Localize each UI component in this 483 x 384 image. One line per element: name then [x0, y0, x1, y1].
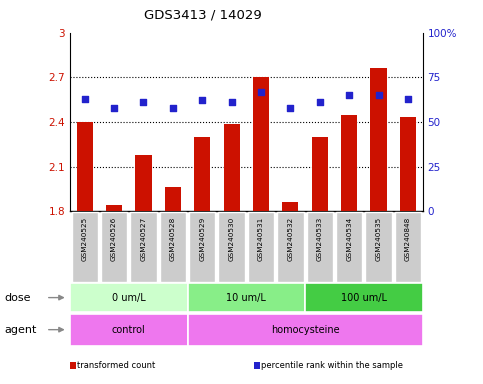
FancyBboxPatch shape: [130, 212, 156, 281]
Bar: [341, 115, 357, 211]
Point: [228, 99, 236, 105]
FancyBboxPatch shape: [395, 212, 421, 281]
Point: [110, 104, 118, 111]
Point: [375, 92, 383, 98]
FancyBboxPatch shape: [160, 212, 186, 281]
Point: [257, 88, 265, 94]
FancyBboxPatch shape: [305, 283, 423, 312]
Bar: [194, 137, 210, 211]
Bar: [77, 122, 93, 211]
Point: [345, 92, 353, 98]
Point: [169, 104, 177, 111]
Point: [316, 99, 324, 105]
Text: GSM240531: GSM240531: [258, 217, 264, 261]
Point: [404, 96, 412, 102]
Text: GSM240532: GSM240532: [287, 217, 293, 261]
Bar: [253, 76, 269, 211]
Bar: [400, 118, 416, 211]
Bar: [165, 187, 181, 211]
Point: [199, 98, 206, 104]
FancyBboxPatch shape: [71, 212, 98, 281]
Bar: [224, 124, 240, 211]
Text: GSM240528: GSM240528: [170, 217, 176, 261]
Bar: [370, 68, 386, 211]
FancyBboxPatch shape: [248, 212, 274, 281]
Text: agent: agent: [5, 324, 37, 335]
Bar: [312, 137, 328, 211]
Point: [286, 104, 294, 111]
FancyBboxPatch shape: [307, 212, 333, 281]
FancyBboxPatch shape: [187, 283, 305, 312]
Text: GSM240533: GSM240533: [317, 217, 323, 261]
Bar: [106, 205, 122, 211]
FancyBboxPatch shape: [189, 212, 215, 281]
FancyBboxPatch shape: [187, 314, 423, 346]
Text: GSM240527: GSM240527: [141, 217, 146, 261]
Text: GSM240525: GSM240525: [82, 217, 88, 261]
FancyBboxPatch shape: [336, 212, 362, 281]
Point: [140, 99, 147, 105]
Text: GSM240848: GSM240848: [405, 217, 411, 261]
Text: transformed count: transformed count: [77, 361, 155, 370]
Text: control: control: [112, 324, 146, 335]
Point: [81, 96, 88, 102]
Text: GSM240534: GSM240534: [346, 217, 352, 261]
Bar: [283, 202, 298, 211]
FancyBboxPatch shape: [101, 212, 128, 281]
Text: 10 um/L: 10 um/L: [227, 293, 266, 303]
Text: GDS3413 / 14029: GDS3413 / 14029: [144, 8, 262, 21]
Text: GSM240530: GSM240530: [228, 217, 235, 261]
Text: GSM240535: GSM240535: [376, 217, 382, 261]
FancyBboxPatch shape: [70, 283, 187, 312]
Text: 100 um/L: 100 um/L: [341, 293, 387, 303]
Text: percentile rank within the sample: percentile rank within the sample: [260, 361, 402, 370]
FancyBboxPatch shape: [365, 212, 392, 281]
FancyBboxPatch shape: [218, 212, 245, 281]
Text: homocysteine: homocysteine: [271, 324, 340, 335]
FancyBboxPatch shape: [70, 314, 187, 346]
FancyBboxPatch shape: [277, 212, 304, 281]
Text: GSM240529: GSM240529: [199, 217, 205, 261]
Bar: [135, 155, 152, 211]
Text: GSM240526: GSM240526: [111, 217, 117, 261]
Text: 0 um/L: 0 um/L: [112, 293, 146, 303]
Text: dose: dose: [5, 293, 31, 303]
